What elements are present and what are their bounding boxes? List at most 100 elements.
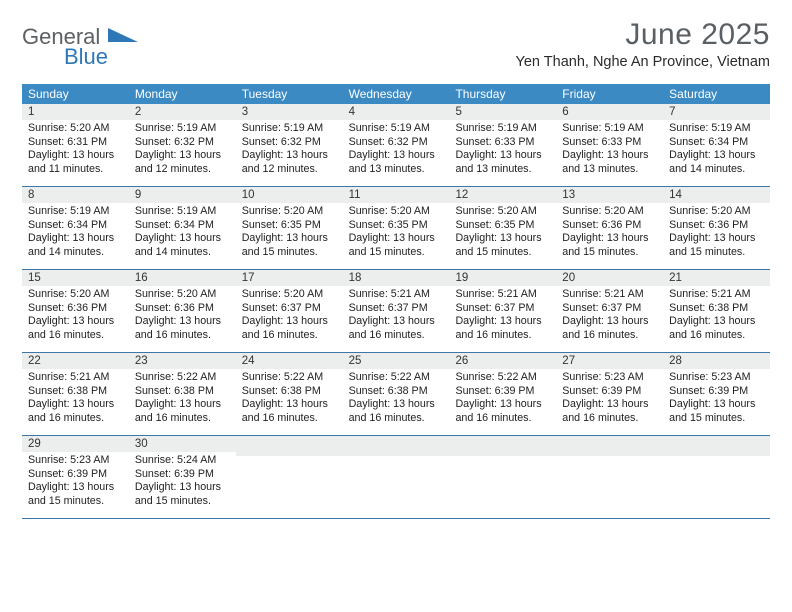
day-details: Sunrise: 5:20 AMSunset: 6:36 PMDaylight:… — [556, 203, 663, 260]
day-cell — [343, 436, 450, 518]
day-details: Sunrise: 5:21 AMSunset: 6:37 PMDaylight:… — [556, 286, 663, 343]
day-number: 27 — [556, 353, 663, 369]
day-details: Sunrise: 5:22 AMSunset: 6:38 PMDaylight:… — [129, 369, 236, 426]
day-cell: 13Sunrise: 5:20 AMSunset: 6:36 PMDayligh… — [556, 187, 663, 269]
day-cell: 16Sunrise: 5:20 AMSunset: 6:36 PMDayligh… — [129, 270, 236, 352]
calendar: SundayMondayTuesdayWednesdayThursdayFrid… — [22, 84, 770, 519]
day-details: Sunrise: 5:20 AMSunset: 6:36 PMDaylight:… — [129, 286, 236, 343]
day-number: 20 — [556, 270, 663, 286]
day-cell: 26Sunrise: 5:22 AMSunset: 6:39 PMDayligh… — [449, 353, 556, 435]
day-details: Sunrise: 5:19 AMSunset: 6:34 PMDaylight:… — [22, 203, 129, 260]
day-number: 17 — [236, 270, 343, 286]
day-details: Sunrise: 5:19 AMSunset: 6:32 PMDaylight:… — [236, 120, 343, 177]
day-number: 21 — [663, 270, 770, 286]
day-details: Sunrise: 5:22 AMSunset: 6:38 PMDaylight:… — [343, 369, 450, 426]
logo-text-blue: Blue — [64, 44, 108, 68]
weekday-header: Sunday — [22, 84, 129, 104]
day-cell: 29Sunrise: 5:23 AMSunset: 6:39 PMDayligh… — [22, 436, 129, 518]
day-details: Sunrise: 5:23 AMSunset: 6:39 PMDaylight:… — [663, 369, 770, 426]
day-cell: 30Sunrise: 5:24 AMSunset: 6:39 PMDayligh… — [129, 436, 236, 518]
weekday-header-row: SundayMondayTuesdayWednesdayThursdayFrid… — [22, 84, 770, 104]
weekday-header: Friday — [556, 84, 663, 104]
day-number: 7 — [663, 104, 770, 120]
day-number: 4 — [343, 104, 450, 120]
day-number: 28 — [663, 353, 770, 369]
day-number: 16 — [129, 270, 236, 286]
day-number: 12 — [449, 187, 556, 203]
logo: General Blue — [22, 24, 150, 68]
day-details: Sunrise: 5:20 AMSunset: 6:37 PMDaylight:… — [236, 286, 343, 343]
day-cell: 24Sunrise: 5:22 AMSunset: 6:38 PMDayligh… — [236, 353, 343, 435]
header: General Blue June 2025 Yen Thanh, Nghe A… — [22, 18, 770, 70]
day-number: 15 — [22, 270, 129, 286]
day-details: Sunrise: 5:20 AMSunset: 6:35 PMDaylight:… — [449, 203, 556, 260]
day-number: 6 — [556, 104, 663, 120]
day-details: Sunrise: 5:21 AMSunset: 6:37 PMDaylight:… — [449, 286, 556, 343]
day-number: 8 — [22, 187, 129, 203]
day-details: Sunrise: 5:20 AMSunset: 6:36 PMDaylight:… — [663, 203, 770, 260]
weekday-header: Tuesday — [236, 84, 343, 104]
month-title: June 2025 — [516, 18, 770, 52]
day-cell: 23Sunrise: 5:22 AMSunset: 6:38 PMDayligh… — [129, 353, 236, 435]
day-number: 26 — [449, 353, 556, 369]
day-cell: 10Sunrise: 5:20 AMSunset: 6:35 PMDayligh… — [236, 187, 343, 269]
day-cell: 19Sunrise: 5:21 AMSunset: 6:37 PMDayligh… — [449, 270, 556, 352]
day-cell: 8Sunrise: 5:19 AMSunset: 6:34 PMDaylight… — [22, 187, 129, 269]
day-number: 11 — [343, 187, 450, 203]
day-number: 23 — [129, 353, 236, 369]
day-details: Sunrise: 5:21 AMSunset: 6:38 PMDaylight:… — [22, 369, 129, 426]
day-cell — [556, 436, 663, 518]
day-details: Sunrise: 5:19 AMSunset: 6:34 PMDaylight:… — [129, 203, 236, 260]
day-details: Sunrise: 5:19 AMSunset: 6:32 PMDaylight:… — [129, 120, 236, 177]
day-details: Sunrise: 5:19 AMSunset: 6:32 PMDaylight:… — [343, 120, 450, 177]
day-number: 19 — [449, 270, 556, 286]
logo-triangle-icon — [108, 28, 138, 42]
day-number: 25 — [343, 353, 450, 369]
day-number: 10 — [236, 187, 343, 203]
day-cell — [663, 436, 770, 518]
day-number — [556, 436, 663, 456]
day-cell: 1Sunrise: 5:20 AMSunset: 6:31 PMDaylight… — [22, 104, 129, 186]
day-number: 2 — [129, 104, 236, 120]
day-number — [663, 436, 770, 456]
day-number: 22 — [22, 353, 129, 369]
day-cell: 5Sunrise: 5:19 AMSunset: 6:33 PMDaylight… — [449, 104, 556, 186]
day-details: Sunrise: 5:20 AMSunset: 6:35 PMDaylight:… — [236, 203, 343, 260]
day-details: Sunrise: 5:19 AMSunset: 6:34 PMDaylight:… — [663, 120, 770, 177]
logo-svg: General Blue — [22, 24, 150, 68]
day-cell: 9Sunrise: 5:19 AMSunset: 6:34 PMDaylight… — [129, 187, 236, 269]
day-details: Sunrise: 5:24 AMSunset: 6:39 PMDaylight:… — [129, 452, 236, 509]
day-details: Sunrise: 5:20 AMSunset: 6:31 PMDaylight:… — [22, 120, 129, 177]
day-number: 3 — [236, 104, 343, 120]
day-cell: 6Sunrise: 5:19 AMSunset: 6:33 PMDaylight… — [556, 104, 663, 186]
day-details: Sunrise: 5:20 AMSunset: 6:36 PMDaylight:… — [22, 286, 129, 343]
day-cell: 27Sunrise: 5:23 AMSunset: 6:39 PMDayligh… — [556, 353, 663, 435]
day-number: 24 — [236, 353, 343, 369]
day-details: Sunrise: 5:22 AMSunset: 6:39 PMDaylight:… — [449, 369, 556, 426]
day-number: 1 — [22, 104, 129, 120]
day-cell: 17Sunrise: 5:20 AMSunset: 6:37 PMDayligh… — [236, 270, 343, 352]
day-number: 14 — [663, 187, 770, 203]
day-cell — [236, 436, 343, 518]
week-row: 8Sunrise: 5:19 AMSunset: 6:34 PMDaylight… — [22, 187, 770, 270]
day-number: 29 — [22, 436, 129, 452]
weekday-header: Saturday — [663, 84, 770, 104]
week-row: 1Sunrise: 5:20 AMSunset: 6:31 PMDaylight… — [22, 104, 770, 187]
day-details: Sunrise: 5:20 AMSunset: 6:35 PMDaylight:… — [343, 203, 450, 260]
day-cell: 20Sunrise: 5:21 AMSunset: 6:37 PMDayligh… — [556, 270, 663, 352]
weekday-header: Thursday — [449, 84, 556, 104]
day-cell: 25Sunrise: 5:22 AMSunset: 6:38 PMDayligh… — [343, 353, 450, 435]
day-cell — [449, 436, 556, 518]
week-row: 15Sunrise: 5:20 AMSunset: 6:36 PMDayligh… — [22, 270, 770, 353]
weekday-header: Monday — [129, 84, 236, 104]
day-cell: 2Sunrise: 5:19 AMSunset: 6:32 PMDaylight… — [129, 104, 236, 186]
day-number: 5 — [449, 104, 556, 120]
day-number: 30 — [129, 436, 236, 452]
day-number: 13 — [556, 187, 663, 203]
day-cell: 21Sunrise: 5:21 AMSunset: 6:38 PMDayligh… — [663, 270, 770, 352]
day-cell: 3Sunrise: 5:19 AMSunset: 6:32 PMDaylight… — [236, 104, 343, 186]
day-cell: 28Sunrise: 5:23 AMSunset: 6:39 PMDayligh… — [663, 353, 770, 435]
day-cell: 12Sunrise: 5:20 AMSunset: 6:35 PMDayligh… — [449, 187, 556, 269]
day-cell: 4Sunrise: 5:19 AMSunset: 6:32 PMDaylight… — [343, 104, 450, 186]
day-number — [343, 436, 450, 456]
